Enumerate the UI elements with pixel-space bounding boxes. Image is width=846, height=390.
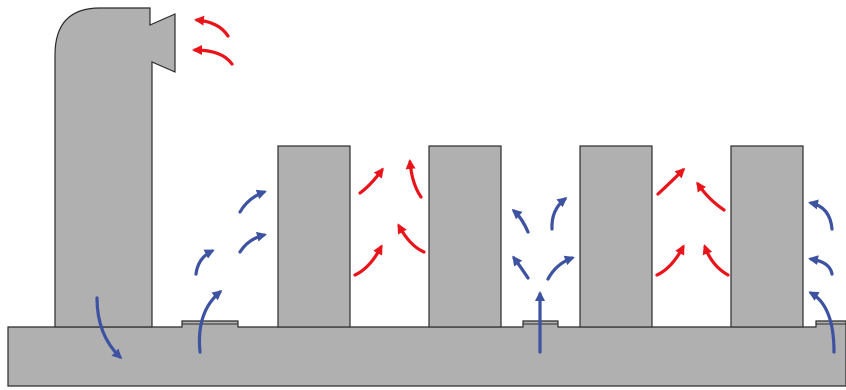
cold-air-arrow-icon — [512, 255, 530, 280]
server-rack-1 — [277, 145, 351, 328]
exhaust-hood — [54, 7, 176, 328]
hot-air-arrow-icon — [358, 167, 384, 195]
cold-air-arrow-icon — [95, 296, 123, 360]
cold-air-arrow-icon — [808, 291, 836, 354]
cold-air-arrow-icon — [550, 197, 568, 231]
cold-air-arrow-icon — [511, 209, 530, 234]
cold-air-arrow-icon — [197, 290, 223, 354]
cold-air-arrows — [95, 189, 836, 360]
hot-air-arrow-icon — [194, 15, 230, 38]
hot-air-arrow-icon — [655, 244, 685, 277]
hot-air-arrow-icon — [192, 45, 234, 66]
hot-air-arrow-icon — [702, 244, 730, 277]
server-rack-3 — [579, 145, 653, 328]
server-rack-2 — [428, 145, 502, 328]
cold-air-arrow-icon — [238, 189, 267, 214]
cold-air-arrow-icon — [808, 255, 834, 276]
hot-air-arrow-icon — [353, 244, 383, 277]
cold-air-arrow-icon — [808, 199, 834, 231]
cold-air-arrow-icon — [238, 231, 267, 254]
hot-air-arrow-icon — [397, 223, 426, 254]
cold-air-arrow-icon — [194, 249, 215, 276]
cold-air-arrow-icon — [546, 255, 575, 281]
hot-air-arrow-icon — [405, 159, 423, 199]
server-rack-4 — [730, 145, 804, 328]
raised-floor — [7, 320, 846, 387]
hot-air-arrows — [192, 15, 730, 277]
hot-air-arrow-icon — [696, 181, 726, 212]
hot-air-arrow-icon — [656, 167, 686, 196]
